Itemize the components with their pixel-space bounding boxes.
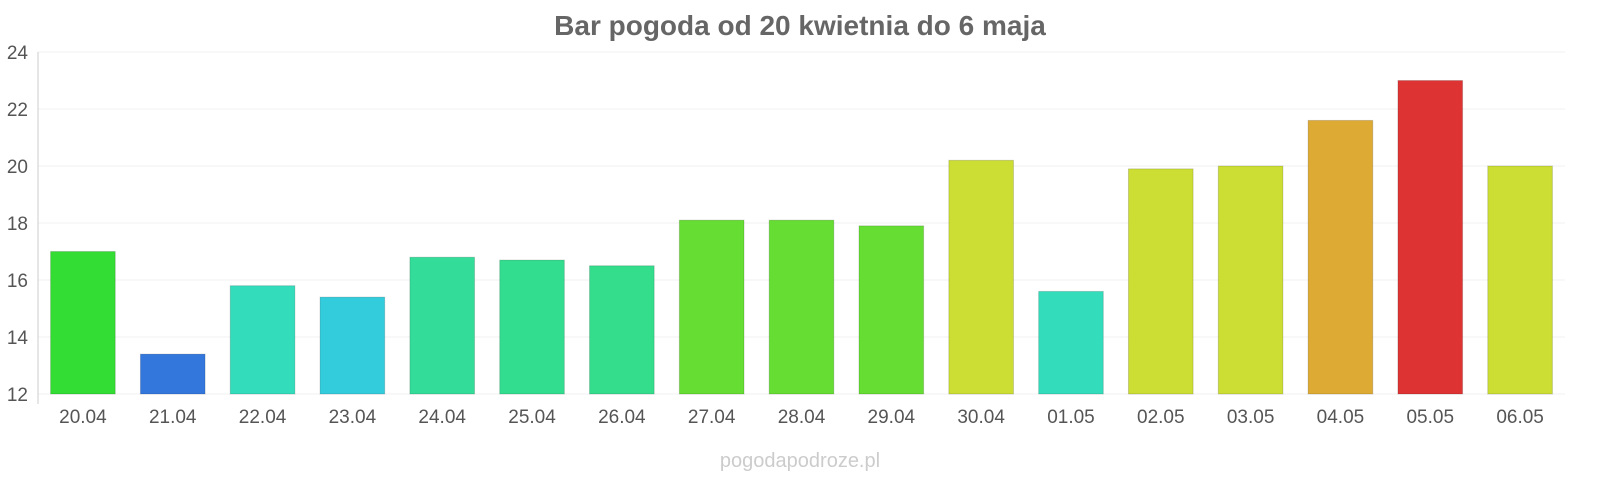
x-tick-label: 22.04: [239, 407, 287, 428]
x-tick-label: 29.04: [868, 407, 916, 428]
bar-02.05: [1127, 168, 1194, 395]
x-tick-label: 30.04: [957, 407, 1005, 428]
x-tick-label: 01.05: [1047, 407, 1095, 428]
y-tick-label: 22: [7, 100, 28, 121]
bar-20.04: [50, 251, 116, 395]
x-tick-label: 04.05: [1317, 407, 1365, 428]
bar-21.04: [139, 353, 206, 395]
bar-22.04: [229, 285, 296, 395]
x-tick-label: 26.04: [598, 407, 646, 428]
bar-26.04: [589, 265, 655, 395]
x-tick-label: 25.04: [508, 407, 556, 428]
bar-01.05: [1038, 290, 1104, 395]
bar-29.04: [858, 225, 925, 395]
bar-05.05: [1397, 80, 1464, 395]
x-tick-label: 02.05: [1137, 407, 1185, 428]
y-tick-label: 14: [7, 328, 29, 349]
bar-06.05: [1487, 165, 1553, 395]
y-tick-label: 12: [7, 385, 28, 406]
site-watermark: pogodapodroze.pl: [719, 450, 881, 472]
bar-30.04: [948, 159, 1014, 395]
y-tick-label: 20: [7, 157, 28, 178]
y-tick-label: 18: [7, 214, 28, 235]
x-tick-label: 27.04: [688, 407, 736, 428]
y-tick-label: 24: [7, 43, 29, 64]
bar-03.05: [1217, 165, 1284, 395]
bar-04.05: [1307, 119, 1374, 395]
bar-27.04: [678, 219, 745, 395]
x-tick-label: 03.05: [1227, 407, 1275, 428]
x-tick-label: 24.04: [418, 407, 466, 428]
x-tick-label: 28.04: [778, 407, 826, 428]
bar-25.04: [499, 259, 565, 395]
bar-28.04: [768, 219, 835, 395]
x-tick-label: 05.05: [1406, 407, 1454, 428]
bar-23.04: [319, 296, 386, 395]
x-tick-label: 20.04: [59, 407, 107, 428]
bar-24.04: [409, 256, 476, 395]
chart-title: Bar pogoda od 20 kwietnia do 6 maja: [554, 10, 1046, 41]
x-tick-label: 21.04: [149, 407, 197, 428]
x-tick-label: 23.04: [329, 407, 377, 428]
y-tick-label: 16: [7, 271, 28, 292]
x-tick-label: 06.05: [1496, 407, 1544, 428]
